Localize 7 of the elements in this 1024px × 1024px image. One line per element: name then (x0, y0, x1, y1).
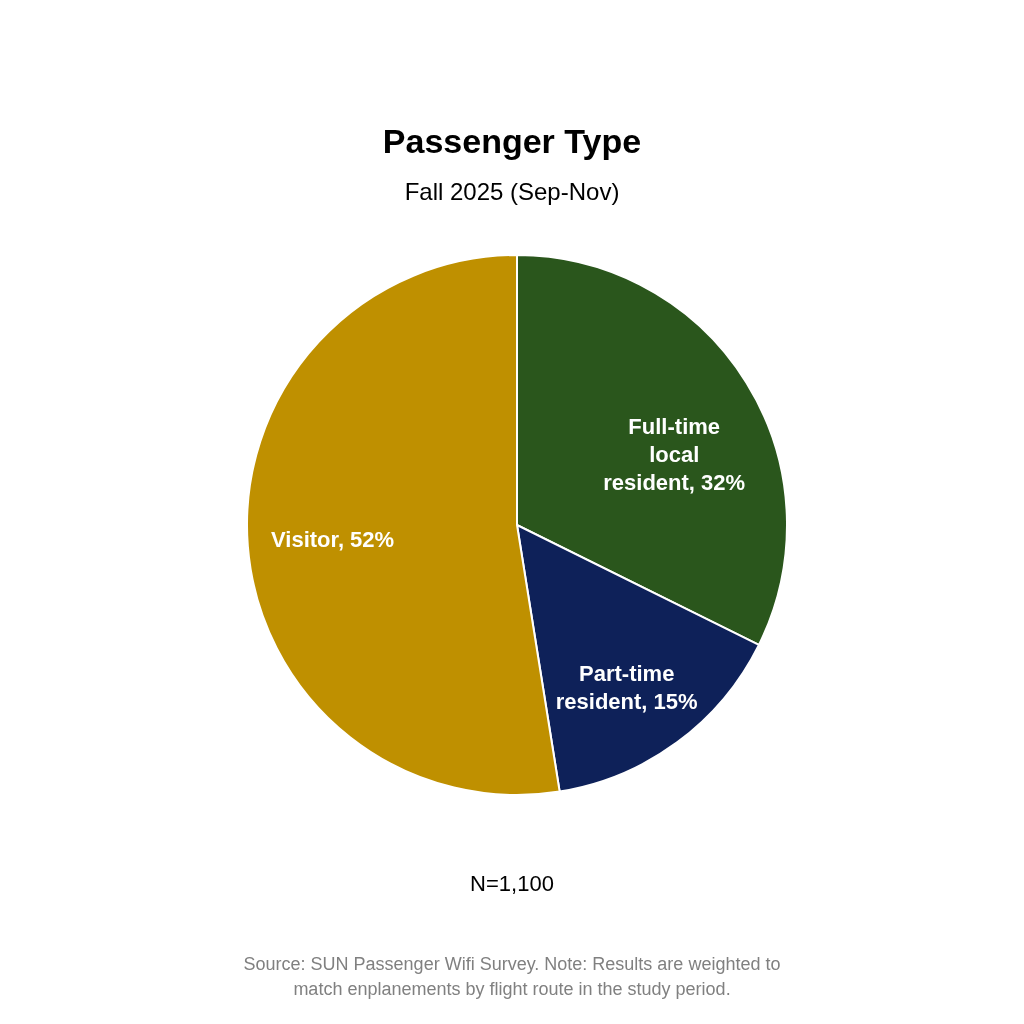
slice-label: Full-time local resident, 32% (603, 414, 746, 496)
source-note: Source: SUN Passenger Wifi Survey. Note: Results are weighted to match enplanements by flight route in the study period. (243, 954, 781, 1000)
chart-subtitle: Fall 2025 (Sep-Nov) (404, 178, 620, 205)
slice-label: Visitor, 52% (271, 526, 395, 552)
text: N=1,100 (470, 871, 554, 896)
chart-title: Passenger Type (382, 122, 642, 160)
slice-label: Part-time resident, 15% (555, 660, 698, 714)
